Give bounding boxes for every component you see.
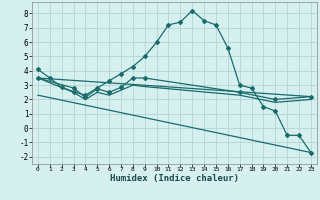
X-axis label: Humidex (Indice chaleur): Humidex (Indice chaleur) <box>110 174 239 183</box>
